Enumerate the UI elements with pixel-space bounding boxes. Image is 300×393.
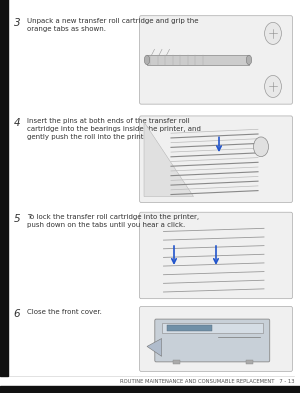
- Circle shape: [265, 75, 281, 97]
- Text: 5: 5: [14, 214, 20, 224]
- Text: Unpack a new transfer roll cartridge and grip the
orange tabs as shown.: Unpack a new transfer roll cartridge and…: [27, 18, 199, 32]
- FancyBboxPatch shape: [140, 212, 292, 299]
- Circle shape: [265, 22, 281, 44]
- Text: ROUTINE MAINTENANCE AND CONSUMABLE REPLACEMENT   7 - 13: ROUTINE MAINTENANCE AND CONSUMABLE REPLA…: [119, 380, 294, 384]
- Text: 6: 6: [14, 309, 20, 318]
- Bar: [0, 386, 300, 393]
- Bar: [147, 55, 249, 64]
- Bar: [246, 360, 253, 364]
- FancyBboxPatch shape: [140, 16, 292, 104]
- Polygon shape: [144, 122, 194, 196]
- FancyBboxPatch shape: [155, 319, 270, 362]
- Text: Close the front cover.: Close the front cover.: [27, 309, 102, 314]
- FancyBboxPatch shape: [140, 307, 292, 371]
- Bar: [167, 325, 212, 331]
- Ellipse shape: [144, 55, 150, 64]
- Text: 4: 4: [14, 118, 20, 128]
- Ellipse shape: [246, 55, 252, 64]
- Polygon shape: [147, 338, 162, 356]
- Bar: [0, 0, 8, 376]
- Text: Insert the pins at both ends of the transfer roll
cartridge into the bearings in: Insert the pins at both ends of the tran…: [27, 118, 201, 140]
- Text: 3: 3: [14, 18, 20, 28]
- FancyBboxPatch shape: [140, 116, 292, 202]
- Text: To lock the transfer roll cartridge into the printer,
push down on the tabs unti: To lock the transfer roll cartridge into…: [27, 214, 199, 228]
- Circle shape: [254, 137, 268, 156]
- Bar: [162, 323, 263, 332]
- Bar: [173, 360, 180, 364]
